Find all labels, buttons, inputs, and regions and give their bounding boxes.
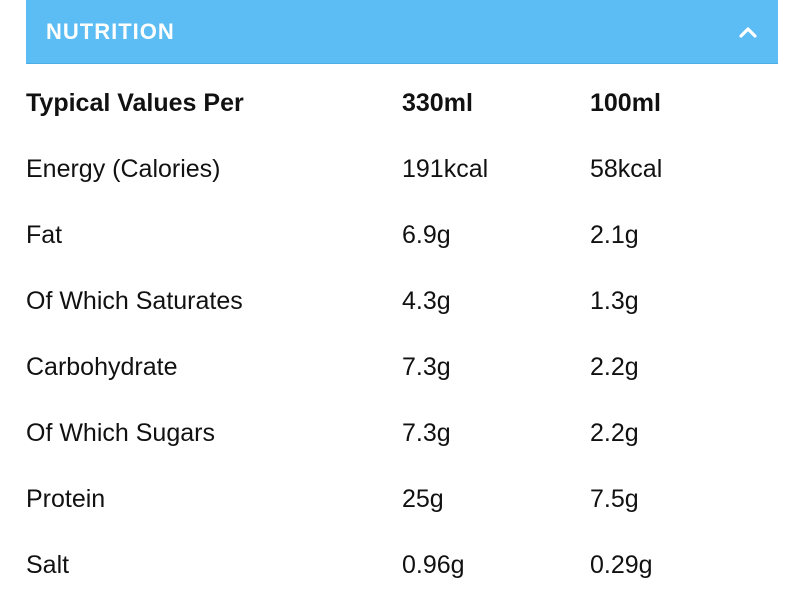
- row-label: Of Which Sugars: [26, 418, 215, 447]
- table-row-fat: Fat 6.9g 2.1g: [26, 202, 778, 268]
- nutrition-accordion-header[interactable]: NUTRITION: [26, 0, 778, 64]
- column-header-330ml: 330ml: [402, 88, 473, 117]
- column-header-typical-values: Typical Values Per: [26, 88, 244, 117]
- value-330ml: 7.3g: [402, 418, 451, 447]
- value-330ml: 6.9g: [402, 220, 451, 249]
- value-100ml: 2.2g: [590, 418, 639, 447]
- value-100ml: 7.5g: [590, 484, 639, 513]
- row-label: Of Which Saturates: [26, 286, 243, 315]
- chevron-up-icon[interactable]: [732, 16, 764, 48]
- table-header-row: Typical Values Per 330ml 100ml: [26, 70, 778, 136]
- row-label: Energy (Calories): [26, 154, 221, 183]
- column-header-100ml: 100ml: [590, 88, 661, 117]
- table-row-protein: Protein 25g 7.5g: [26, 466, 778, 532]
- value-330ml: 191kcal: [402, 154, 489, 183]
- value-330ml: 4.3g: [402, 286, 451, 315]
- value-330ml: 7.3g: [402, 352, 451, 381]
- table-row-energy: Energy (Calories) 191kcal 58kcal: [26, 136, 778, 202]
- value-100ml: 1.3g: [590, 286, 639, 315]
- table-row-carbohydrate: Carbohydrate 7.3g 2.2g: [26, 334, 778, 400]
- row-label: Protein: [26, 484, 106, 513]
- row-label: Fat: [26, 220, 63, 249]
- value-100ml: 0.29g: [590, 550, 653, 579]
- value-100ml: 58kcal: [590, 154, 663, 183]
- value-330ml: 25g: [402, 484, 444, 513]
- nutrition-table: Typical Values Per 330ml 100ml Energy (C…: [26, 70, 778, 598]
- table-row-salt: Salt 0.96g 0.29g: [26, 532, 778, 598]
- accordion-title: NUTRITION: [46, 18, 175, 44]
- row-label: Salt: [26, 550, 70, 579]
- row-label: Carbohydrate: [26, 352, 178, 381]
- value-330ml: 0.96g: [402, 550, 465, 579]
- value-100ml: 2.1g: [590, 220, 639, 249]
- table-row-sugars: Of Which Sugars 7.3g 2.2g: [26, 400, 778, 466]
- value-100ml: 2.2g: [590, 352, 639, 381]
- table-row-saturates: Of Which Saturates 4.3g 1.3g: [26, 268, 778, 334]
